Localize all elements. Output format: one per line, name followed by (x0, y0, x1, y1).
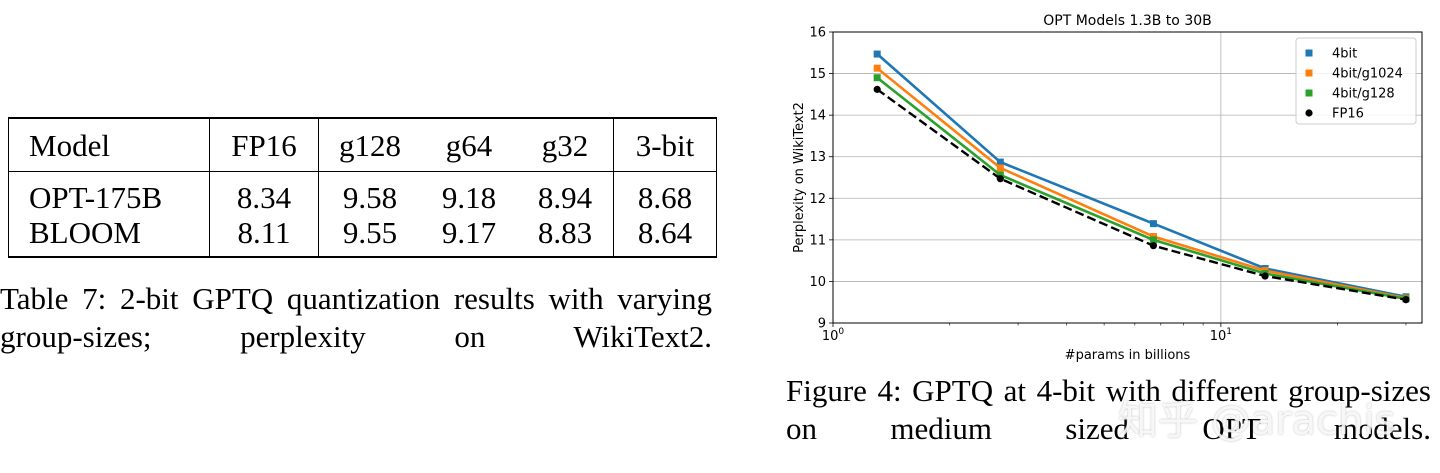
chart-series (873, 50, 1410, 304)
data-point (873, 74, 881, 82)
perplexity-chart: 9 10 11 12 13 14 15 16 100 101 OPT Models 1.3B t… (792, 13, 1423, 363)
table-cell: OPT-175B (8, 171, 210, 215)
header-3bit: 3-bit (613, 118, 717, 172)
header-fp16: FP16 (209, 118, 319, 172)
y-tick-label: 12 (809, 192, 826, 207)
chart-title: OPT Models 1.3B to 30B (1043, 13, 1212, 29)
table-header-row: Model FP16 g128 g64 g32 3-bit (8, 118, 717, 172)
data-point (1402, 296, 1410, 304)
y-tick-label: 13 (809, 150, 826, 165)
header-model: Model (8, 118, 210, 172)
header-g128: g128 (318, 118, 421, 172)
table-cell: 8.68 (613, 171, 717, 215)
y-tick-label: 9 (818, 317, 826, 332)
table-cell: 8.11 (209, 215, 319, 257)
table-cell: 8.83 (537, 215, 593, 250)
data-point (1149, 236, 1157, 244)
table-cell: 9.18 (441, 180, 497, 215)
x-tick-label: 101 (1210, 327, 1232, 344)
results-table: Model FP16 g128 g64 g32 3-bit OPT-175B 8… (8, 117, 717, 258)
y-tick-label: 11 (809, 233, 826, 248)
table-caption: Table 7: 2-bit GPTQ quantization results… (0, 281, 712, 354)
y-axis: 9 10 11 12 13 14 15 16 (809, 26, 833, 332)
data-point (996, 171, 1004, 179)
legend-label: 4bit/g1024 (1332, 67, 1403, 82)
data-point (873, 85, 881, 93)
legend-marker (1305, 69, 1313, 77)
table-cell: 8.34 (209, 171, 319, 215)
legend-marker (1305, 109, 1313, 117)
chart-legend: 4bit 4bit/g1024 4bit/g128 FP16 (1295, 37, 1417, 125)
data-point (1149, 220, 1157, 228)
header-g32: g32 (541, 127, 589, 163)
legend-box (1295, 37, 1417, 125)
legend-label: 4bit/g128 (1332, 87, 1395, 102)
legend-marker (1305, 49, 1313, 57)
x-axis-label: #params in billions (1065, 348, 1191, 363)
data-point (873, 64, 881, 72)
table-cell: 9.17 (441, 215, 497, 250)
table-cell: 9.58 (318, 171, 421, 215)
table-row: BLOOM 8.11 9.55 9.17 8.83 8.64 (8, 215, 717, 257)
x-axis: 100 101 (822, 323, 1407, 344)
legend-marker (1305, 89, 1313, 97)
table-cell: 9.55 (318, 215, 421, 257)
legend-label: FP16 (1332, 107, 1364, 122)
data-point (1149, 242, 1158, 250)
data-point (873, 50, 881, 58)
header-g64: g64 (445, 127, 493, 163)
y-tick-label: 14 (809, 109, 826, 124)
data-point (996, 164, 1004, 172)
y-tick-label: 15 (809, 67, 826, 82)
y-tick-label: 10 (809, 275, 826, 290)
chart-grid (832, 31, 1422, 324)
table-row: OPT-175B 8.34 9.58 9.18 8.94 8.68 (8, 171, 717, 215)
legend-label: 4bit (1332, 47, 1357, 62)
table-cell: BLOOM (8, 215, 210, 257)
y-axis-label: Perplexity on WikiText2 (792, 102, 807, 253)
y-tick-label: 16 (809, 26, 826, 41)
data-point (1261, 272, 1269, 280)
data-point (996, 158, 1004, 166)
x-tick-label: 100 (822, 327, 845, 344)
plot-frame (832, 31, 1423, 324)
figure-caption: Figure 4: GPTQ at 4-bit with different g… (786, 373, 1431, 446)
table-cell: 8.64 (613, 215, 717, 257)
table-cell: 8.94 (537, 180, 593, 215)
data-point (996, 175, 1004, 183)
